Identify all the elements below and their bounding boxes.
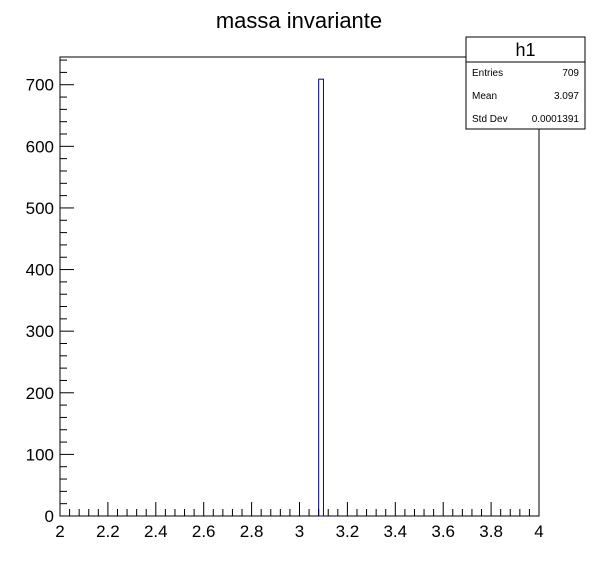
x-tick-label: 3 <box>295 522 304 541</box>
stats-entries-value: 709 <box>562 68 579 79</box>
x-axis: 2 2.2 2.4 2.6 2.8 3 3.2 3.4 3.6 3.8 4 <box>55 502 544 541</box>
x-tick-label: 3.6 <box>431 522 455 541</box>
x-tick-label: 2.2 <box>96 522 120 541</box>
x-tick-label: 2.6 <box>192 522 216 541</box>
histogram-bars <box>318 78 324 517</box>
stats-stddev-value: 0.0001391 <box>532 114 580 125</box>
stats-box: h1 Entries 709 Mean 3.097 Std Dev 0.0001… <box>465 36 586 130</box>
chart-title: massa invariante <box>216 8 382 33</box>
x-tick-label: 2 <box>55 522 64 541</box>
stats-box-title: h1 <box>515 40 535 60</box>
y-tick-label: 600 <box>26 137 54 156</box>
y-tick-label: 200 <box>26 384 54 403</box>
histogram-bar <box>318 78 324 517</box>
stats-mean-label: Mean <box>472 91 497 102</box>
x-tick-label: 2.8 <box>240 522 264 541</box>
y-axis: 0 100 200 300 400 500 600 700 <box>26 59 74 526</box>
x-tick-label: 3.4 <box>383 522 407 541</box>
stats-stddev-label: Std Dev <box>472 114 508 125</box>
y-tick-label: 100 <box>26 445 54 464</box>
x-tick-label: 3.8 <box>479 522 503 541</box>
stats-mean-value: 3.097 <box>554 91 579 102</box>
y-tick-label: 700 <box>26 76 54 95</box>
y-tick-label: 500 <box>26 199 54 218</box>
y-tick-label: 400 <box>26 261 54 280</box>
x-tick-label: 4 <box>534 522 543 541</box>
x-tick-label: 3.2 <box>336 522 360 541</box>
y-tick-label: 300 <box>26 322 54 341</box>
stats-entries-label: Entries <box>472 68 503 79</box>
x-tick-label: 2.4 <box>144 522 168 541</box>
y-tick-label: 0 <box>45 507 54 526</box>
stats-box-frame <box>465 36 586 130</box>
